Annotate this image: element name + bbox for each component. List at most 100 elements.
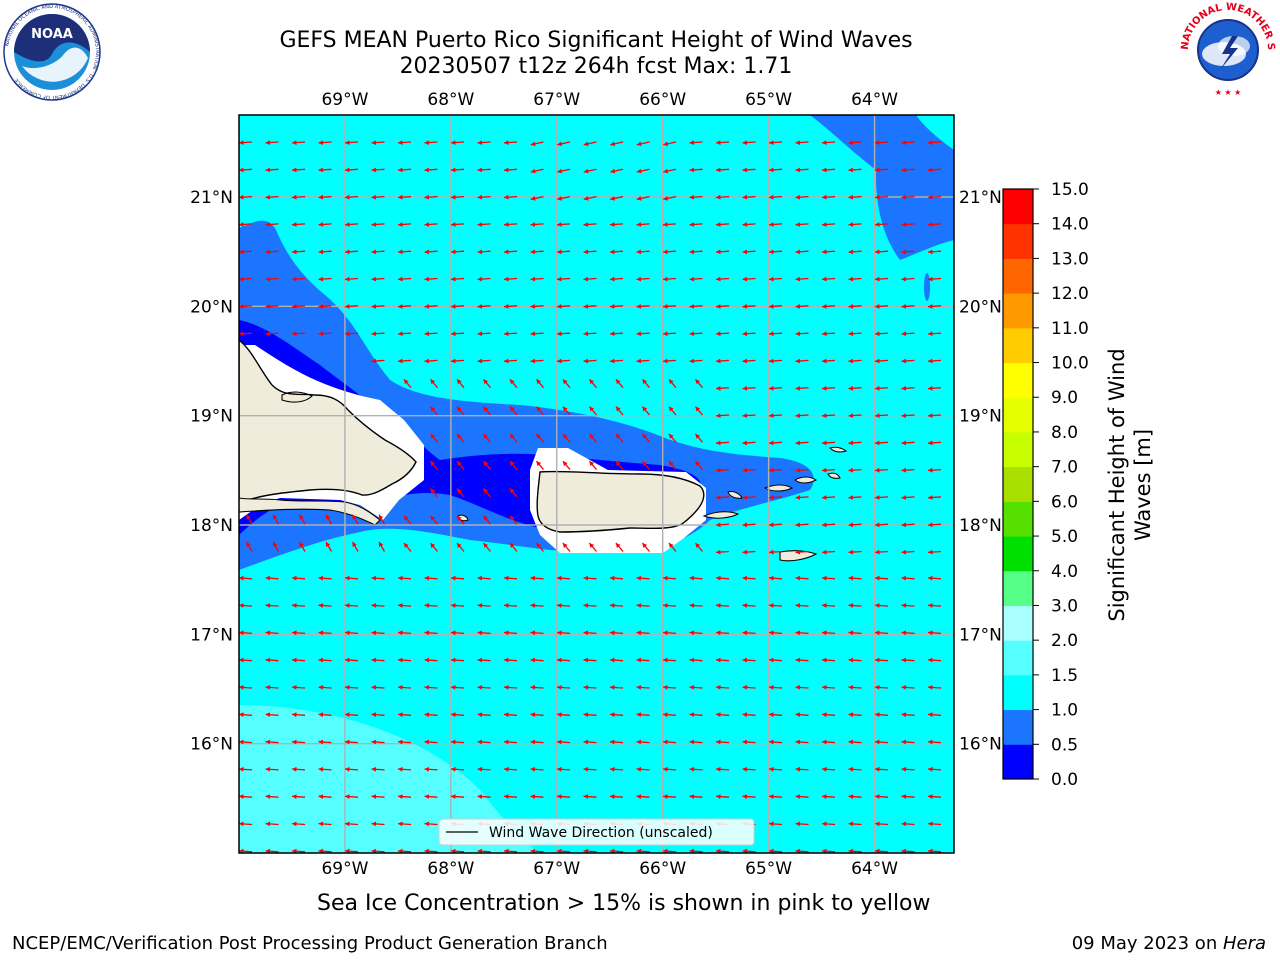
wave-direction-arrowhead <box>318 848 324 853</box>
wave-direction-arrowhead <box>716 413 721 418</box>
wave-direction-arrowhead <box>530 575 536 581</box>
wave-direction-arrowhead <box>769 331 774 337</box>
wave-direction-arrowhead <box>504 685 509 690</box>
wave-direction-arrowhead <box>689 739 695 745</box>
wave-direction-arrowhead <box>504 304 509 309</box>
wave-direction-arrowhead <box>265 276 271 282</box>
wave-direction-arrowhead <box>477 848 483 853</box>
wave-direction-arrowhead <box>430 515 436 521</box>
wave-direction-arrowhead <box>239 222 244 227</box>
wave-direction-arrowhead <box>352 514 357 520</box>
wave-direction-arrowhead <box>326 541 331 547</box>
colorbar-block <box>1003 362 1033 398</box>
lat-tick-label: 19°N <box>190 407 233 427</box>
colorbar-tick-label: 0.0 <box>1051 770 1078 790</box>
wave-direction-arrowhead <box>742 739 748 745</box>
wave-direction-arrowhead <box>928 712 933 718</box>
wave-direction-arrowhead <box>451 794 456 799</box>
colorbar-block <box>1003 223 1033 259</box>
wave-direction-arrowhead <box>742 358 748 364</box>
wave-direction-arrowhead <box>875 794 880 799</box>
wave-direction-arrowhead <box>583 196 589 201</box>
wave-direction-arrowhead <box>822 603 827 608</box>
wave-direction-arrowhead <box>822 712 827 718</box>
wave-direction-arrowhead <box>795 385 801 391</box>
wave-direction-arrowhead <box>636 739 642 745</box>
wave-direction-arrowhead <box>848 385 854 391</box>
wave-direction-arrowhead <box>530 249 536 255</box>
wave-direction-arrowhead <box>345 194 350 200</box>
wave-direction-arrowhead <box>557 766 562 772</box>
wave-direction-arrowhead <box>769 766 774 772</box>
wave-direction-arrowhead <box>742 495 748 500</box>
wave-direction-arrowhead <box>265 712 271 718</box>
wave-direction-arrowhead <box>642 433 648 439</box>
wave-direction-arrowhead <box>928 440 933 446</box>
wave-direction-arrowhead <box>663 712 668 718</box>
wave-direction-arrowhead <box>504 276 509 282</box>
wave-direction-arrowhead <box>875 167 880 173</box>
wave-direction-arrowhead <box>451 167 456 173</box>
wave-direction-arrowhead <box>345 630 350 636</box>
wave-direction-arrowhead <box>875 495 880 500</box>
wave-direction-arrowhead <box>901 440 907 446</box>
wave-direction-arrowhead <box>848 194 854 200</box>
wave-direction-arrowhead <box>663 766 668 772</box>
wave-direction-arrowhead <box>716 358 721 364</box>
wave-direction-arrowhead <box>265 304 271 309</box>
wave-direction-arrowhead <box>557 222 562 227</box>
wave-direction-arrowhead <box>483 543 489 548</box>
wave-direction-arrowhead <box>742 140 748 145</box>
wave-direction-arrowhead <box>716 794 721 799</box>
wave-direction-arrowhead <box>822 194 827 200</box>
wave-direction-arrowhead <box>424 358 430 364</box>
ne-blue-area <box>810 115 954 260</box>
wave-direction-arrowhead <box>398 222 403 227</box>
wave-direction-arrowhead <box>822 766 827 772</box>
wave-direction-arrowhead <box>371 358 377 364</box>
wave-direction-arrowhead <box>504 657 509 663</box>
wave-direction-arrowhead <box>610 630 615 636</box>
wave-direction-arrowhead <box>822 304 827 309</box>
wave-direction-arrowhead <box>848 712 854 718</box>
wave-direction-arrowhead <box>875 739 880 745</box>
wave-direction-arrowhead <box>583 276 589 282</box>
wave-direction-arrowhead <box>583 739 589 745</box>
wave-direction-arrowhead <box>663 168 669 174</box>
wave-direction-arrowhead <box>451 304 456 309</box>
wave-direction-arrowhead <box>795 167 801 173</box>
wave-direction-arrowhead <box>822 467 827 473</box>
wave-direction-arrowhead <box>292 140 297 145</box>
wave-direction-arrowhead <box>689 140 695 145</box>
colorbar-tick-label: 2.0 <box>1051 631 1078 651</box>
wave-direction-arrowhead <box>371 657 377 663</box>
wave-direction-arrowhead <box>371 821 377 827</box>
colorbar-block <box>1003 466 1033 502</box>
wave-direction-arrowhead <box>795 794 801 799</box>
wave-direction-arrowhead <box>610 222 615 227</box>
wave-direction-arrowhead <box>536 461 542 467</box>
lat-tick-label: 21°N <box>959 188 1002 208</box>
wave-direction-arrowhead <box>345 848 350 853</box>
wave-direction-arrowhead <box>875 712 880 718</box>
wave-direction-arrowhead <box>663 196 669 201</box>
wave-direction-arrowhead <box>504 630 509 636</box>
wave-direction-arrowhead <box>371 140 377 145</box>
wave-direction-arrowhead <box>610 196 616 201</box>
wave-direction-arrowhead <box>292 603 297 608</box>
wave-direction-arrowhead <box>901 167 907 173</box>
wave-direction-arrowhead <box>610 685 615 690</box>
wave-direction-arrowhead <box>583 358 589 364</box>
hispaniola-land <box>239 339 417 501</box>
wave-direction-arrowhead <box>424 739 430 745</box>
wave-direction-arrowhead <box>742 304 748 309</box>
wave-direction-arrowhead <box>345 276 350 282</box>
lon-tick-label: 66°W <box>639 859 686 879</box>
wave-direction-arrowhead <box>292 167 297 173</box>
wave-direction-arrowhead <box>689 794 695 799</box>
wave-direction-arrowhead <box>265 167 271 173</box>
wave-direction-arrowhead <box>901 358 907 364</box>
colorbar-tick-label: 5.0 <box>1051 527 1078 547</box>
wave-direction-arrowhead <box>795 712 801 718</box>
wave-direction-arrowhead <box>848 575 854 581</box>
